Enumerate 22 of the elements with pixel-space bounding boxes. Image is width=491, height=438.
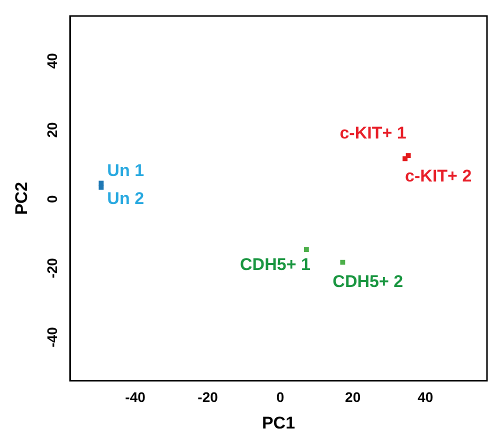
x-tick-label: 20 [345,389,361,406]
point [98,180,104,186]
x-axis-title: PC1 [262,413,296,432]
x-tick-label: 40 [418,389,434,406]
series-label: CDH5+ 1 [240,255,310,274]
y-tick-label: 40 [44,52,60,69]
y-tick-label: -20 [44,258,60,278]
y-axis-title: PC2 [12,182,31,215]
x-tick-label: -20 [198,389,218,406]
series-label: Un 2 [107,189,144,208]
point [340,260,346,265]
y-tick-label: 0 [44,194,60,203]
series-label: CDH5+ 2 [332,272,404,291]
series-label: Un 1 [107,160,144,180]
x-tick-label: -40 [125,389,146,406]
x-tick-label: 0 [276,389,284,406]
point [406,153,411,158]
y-tick-label: -40 [44,326,60,348]
point [304,247,309,252]
series-label: c-KIT+ 2 [405,166,472,186]
y-tick-label: 20 [44,122,60,138]
series-label: c-KIT+ 1 [340,123,406,142]
